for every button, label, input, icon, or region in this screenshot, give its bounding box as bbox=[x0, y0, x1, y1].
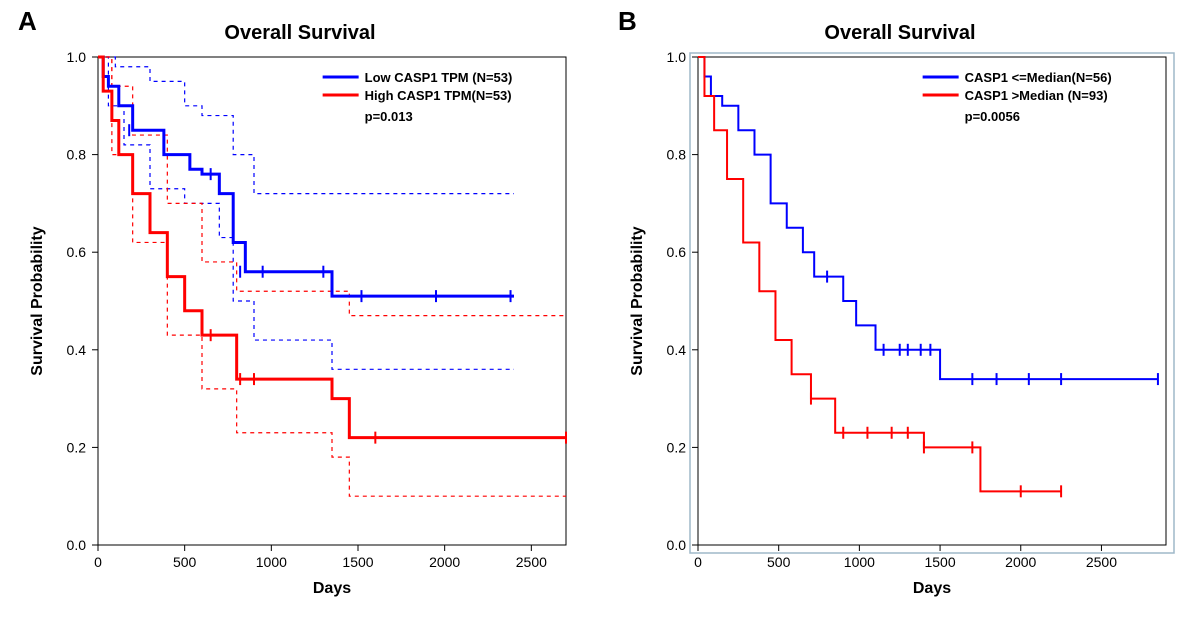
svg-text:0.8: 0.8 bbox=[67, 147, 87, 163]
svg-text:0.0: 0.0 bbox=[667, 537, 687, 553]
svg-text:1.0: 1.0 bbox=[667, 49, 687, 65]
svg-text:0: 0 bbox=[694, 554, 702, 570]
svg-text:CASP1 >Median (N=93): CASP1 >Median (N=93) bbox=[965, 88, 1108, 103]
panel-a-chart: 0 500 1000 1500 2000 2500 0.0 0.2 0.4 0.6 0.8 1.0 Da… bbox=[20, 49, 580, 609]
svg-text:Days: Days bbox=[313, 580, 351, 597]
svg-text:1500: 1500 bbox=[924, 554, 955, 570]
svg-text:1.0: 1.0 bbox=[67, 49, 87, 65]
svg-text:0.0: 0.0 bbox=[67, 537, 87, 553]
svg-text:0.2: 0.2 bbox=[667, 439, 687, 455]
svg-text:Low CASP1 TPM (N=53): Low CASP1 TPM (N=53) bbox=[365, 70, 513, 85]
svg-text:Days: Days bbox=[913, 580, 951, 597]
svg-text:0: 0 bbox=[94, 554, 102, 570]
svg-text:1500: 1500 bbox=[342, 554, 373, 570]
svg-text:0.6: 0.6 bbox=[667, 244, 687, 260]
svg-text:2000: 2000 bbox=[429, 554, 460, 570]
panel-a-title: Overall Survival bbox=[10, 22, 590, 45]
figure-container: A Overall Survival 050010001500200025000… bbox=[0, 0, 1200, 634]
svg-text:0.4: 0.4 bbox=[667, 342, 687, 358]
svg-text:p=0.0056: p=0.0056 bbox=[965, 109, 1020, 124]
svg-text:1000: 1000 bbox=[844, 554, 875, 570]
svg-text:CASP1 <=Median(N=56): CASP1 <=Median(N=56) bbox=[965, 70, 1112, 85]
svg-text:500: 500 bbox=[173, 554, 197, 570]
svg-text:0.8: 0.8 bbox=[667, 147, 687, 163]
svg-text:2500: 2500 bbox=[1086, 554, 1117, 570]
svg-text:p=0.013: p=0.013 bbox=[365, 109, 413, 124]
svg-text:0.6: 0.6 bbox=[67, 244, 87, 260]
panel-b-chart: 0 500 1000 1500 2000 2500 0.0 0.2 0.4 0.6 0.8 1.0 Da… bbox=[620, 49, 1180, 609]
svg-text:0.2: 0.2 bbox=[67, 439, 87, 455]
panel-b: B Overall Survival 050010001500200025000… bbox=[600, 0, 1200, 634]
svg-text:High CASP1 TPM(N=53): High CASP1 TPM(N=53) bbox=[365, 88, 512, 103]
panel-a: A Overall Survival 050010001500200025000… bbox=[0, 0, 600, 634]
svg-text:2500: 2500 bbox=[516, 554, 547, 570]
svg-text:0.4: 0.4 bbox=[67, 342, 87, 358]
svg-text:Survival Probability: Survival Probability bbox=[29, 226, 46, 375]
panel-b-label: B bbox=[618, 6, 637, 37]
panel-a-label: A bbox=[18, 6, 37, 37]
svg-text:1000: 1000 bbox=[256, 554, 287, 570]
svg-text:500: 500 bbox=[767, 554, 791, 570]
svg-text:2000: 2000 bbox=[1005, 554, 1036, 570]
panel-b-title: Overall Survival bbox=[610, 22, 1190, 45]
svg-text:Survival Probability: Survival Probability bbox=[629, 226, 646, 375]
